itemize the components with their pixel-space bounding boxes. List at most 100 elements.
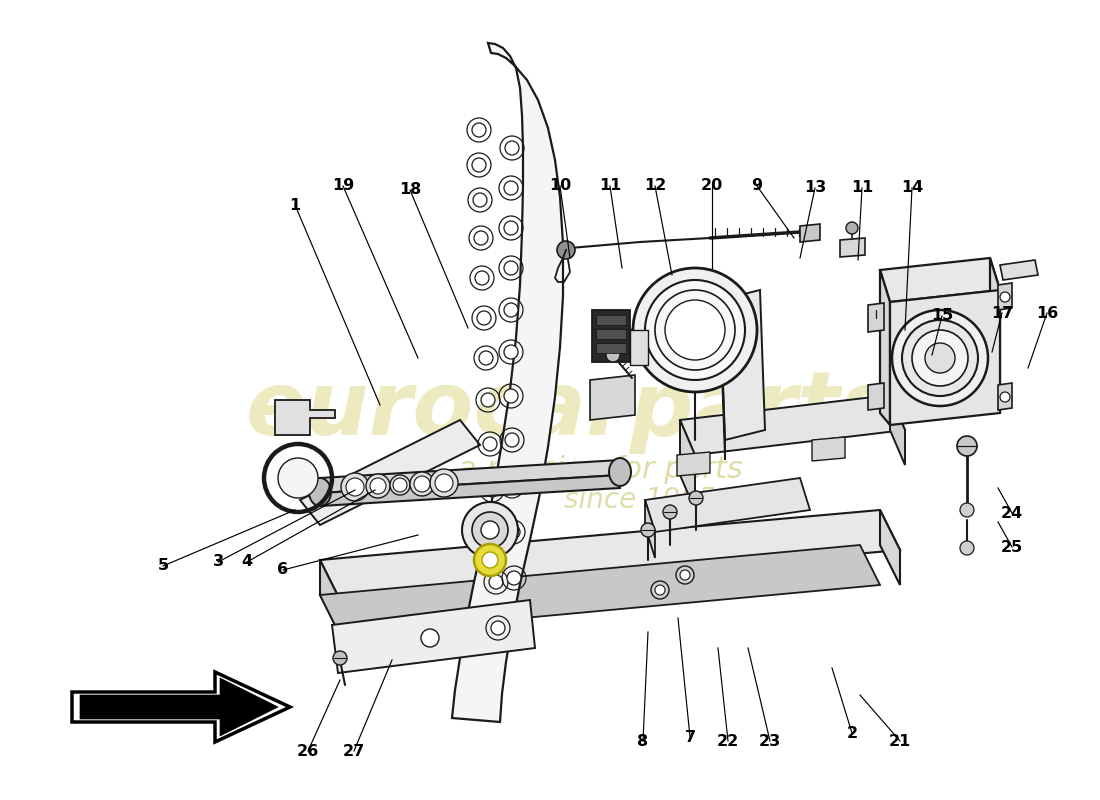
- Circle shape: [504, 345, 518, 359]
- Circle shape: [414, 476, 430, 492]
- Circle shape: [1000, 292, 1010, 302]
- Circle shape: [482, 552, 498, 568]
- Circle shape: [504, 303, 518, 317]
- Text: 12: 12: [644, 178, 667, 194]
- Polygon shape: [880, 270, 890, 425]
- Polygon shape: [812, 437, 845, 461]
- Text: 2: 2: [846, 726, 858, 741]
- Circle shape: [645, 280, 745, 380]
- Polygon shape: [840, 238, 865, 257]
- Circle shape: [925, 343, 955, 373]
- Polygon shape: [1000, 260, 1038, 280]
- Text: 5: 5: [157, 558, 168, 574]
- Polygon shape: [720, 290, 764, 440]
- Polygon shape: [990, 258, 1000, 413]
- Polygon shape: [80, 678, 278, 736]
- Text: 25: 25: [1001, 539, 1023, 554]
- Polygon shape: [680, 395, 905, 455]
- Polygon shape: [645, 478, 810, 532]
- Text: 16: 16: [1036, 306, 1058, 321]
- Polygon shape: [880, 510, 900, 585]
- Circle shape: [474, 544, 506, 576]
- Circle shape: [957, 436, 977, 456]
- Circle shape: [370, 478, 386, 494]
- Circle shape: [491, 621, 505, 635]
- Circle shape: [651, 581, 669, 599]
- Text: 23: 23: [759, 734, 781, 749]
- Text: 4: 4: [241, 554, 253, 570]
- Circle shape: [892, 310, 988, 406]
- Circle shape: [504, 389, 518, 403]
- Circle shape: [846, 222, 858, 234]
- Circle shape: [960, 503, 974, 517]
- Bar: [596, 343, 626, 353]
- Polygon shape: [676, 452, 710, 476]
- Polygon shape: [320, 460, 620, 493]
- Circle shape: [490, 575, 503, 589]
- Circle shape: [504, 221, 518, 235]
- Circle shape: [666, 300, 725, 360]
- Circle shape: [410, 472, 435, 496]
- Circle shape: [654, 585, 666, 595]
- Text: 8: 8: [637, 734, 649, 749]
- Circle shape: [483, 437, 497, 451]
- Polygon shape: [275, 400, 336, 435]
- Text: 10: 10: [549, 178, 571, 194]
- Circle shape: [477, 311, 491, 325]
- Circle shape: [912, 330, 968, 386]
- Circle shape: [504, 261, 518, 275]
- Text: 7: 7: [684, 730, 695, 745]
- Polygon shape: [452, 43, 563, 722]
- Circle shape: [341, 473, 368, 501]
- Text: 1: 1: [289, 198, 300, 213]
- Circle shape: [366, 474, 390, 498]
- Text: 24: 24: [1001, 506, 1023, 521]
- Text: 15: 15: [931, 309, 953, 323]
- Circle shape: [487, 529, 500, 543]
- Polygon shape: [320, 510, 900, 600]
- Circle shape: [680, 570, 690, 580]
- Polygon shape: [868, 383, 884, 410]
- Polygon shape: [680, 420, 695, 510]
- Polygon shape: [332, 600, 535, 673]
- Circle shape: [507, 571, 521, 585]
- Text: 20: 20: [701, 178, 723, 194]
- Circle shape: [504, 181, 518, 195]
- Text: since 1985: since 1985: [564, 486, 716, 514]
- Circle shape: [676, 566, 694, 584]
- Text: 27: 27: [343, 743, 365, 758]
- Circle shape: [902, 320, 978, 396]
- Circle shape: [430, 469, 458, 497]
- Circle shape: [390, 475, 410, 495]
- Bar: [592, 310, 630, 362]
- Polygon shape: [645, 500, 654, 558]
- Polygon shape: [590, 375, 635, 420]
- Circle shape: [557, 241, 575, 259]
- Circle shape: [505, 479, 519, 493]
- Ellipse shape: [609, 458, 631, 486]
- Text: 3: 3: [212, 554, 223, 570]
- Circle shape: [472, 123, 486, 137]
- Bar: [596, 315, 626, 325]
- Circle shape: [663, 505, 676, 519]
- Circle shape: [654, 290, 735, 370]
- Circle shape: [606, 348, 620, 362]
- Text: 22: 22: [717, 734, 739, 749]
- Polygon shape: [300, 420, 480, 525]
- Polygon shape: [890, 290, 1000, 425]
- Circle shape: [434, 474, 453, 492]
- Polygon shape: [720, 300, 725, 460]
- Text: 13: 13: [804, 181, 826, 195]
- Text: 11: 11: [598, 178, 622, 194]
- Text: 6: 6: [277, 562, 288, 578]
- Polygon shape: [800, 224, 820, 242]
- Circle shape: [278, 458, 318, 498]
- Text: 18: 18: [399, 182, 421, 198]
- Circle shape: [505, 141, 519, 155]
- Ellipse shape: [309, 478, 331, 506]
- Circle shape: [473, 193, 487, 207]
- Circle shape: [474, 231, 488, 245]
- Polygon shape: [880, 258, 1000, 302]
- Polygon shape: [890, 395, 905, 465]
- Circle shape: [333, 651, 346, 665]
